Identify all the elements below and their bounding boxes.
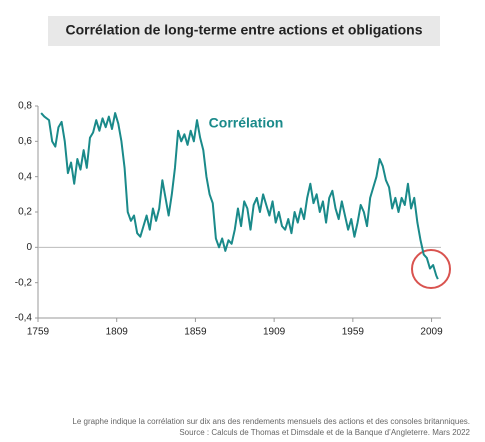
- title-box: [48, 16, 440, 46]
- y-tick-label: 0,8: [18, 101, 32, 112]
- x-tick-label: 1959: [342, 327, 365, 338]
- source: Source : Calculs de Thomas et Dimsdale e…: [179, 428, 470, 437]
- y-tick-label: -0,2: [15, 277, 33, 288]
- series-line: [40, 112, 439, 280]
- y-tick-label: 0,6: [18, 136, 32, 147]
- x-tick-label: 1759: [27, 327, 50, 338]
- x-tick-label: 1909: [263, 327, 286, 338]
- y-tick-label: -0,4: [15, 313, 33, 324]
- chart-title: Corrélation de long-terme entre actions …: [65, 22, 422, 38]
- y-tick-label: 0,2: [18, 207, 32, 218]
- highlight-circle: [411, 249, 451, 289]
- note: Le graphe indique la corrélation sur dix…: [72, 417, 470, 426]
- y-tick-label: 0,4: [18, 171, 32, 182]
- x-tick-label: 1809: [106, 327, 129, 338]
- x-tick-label: 1859: [184, 327, 207, 338]
- x-tick-label: 2009: [420, 327, 443, 338]
- annotation: Corrélation: [209, 115, 284, 131]
- y-tick-label: 0: [26, 242, 32, 253]
